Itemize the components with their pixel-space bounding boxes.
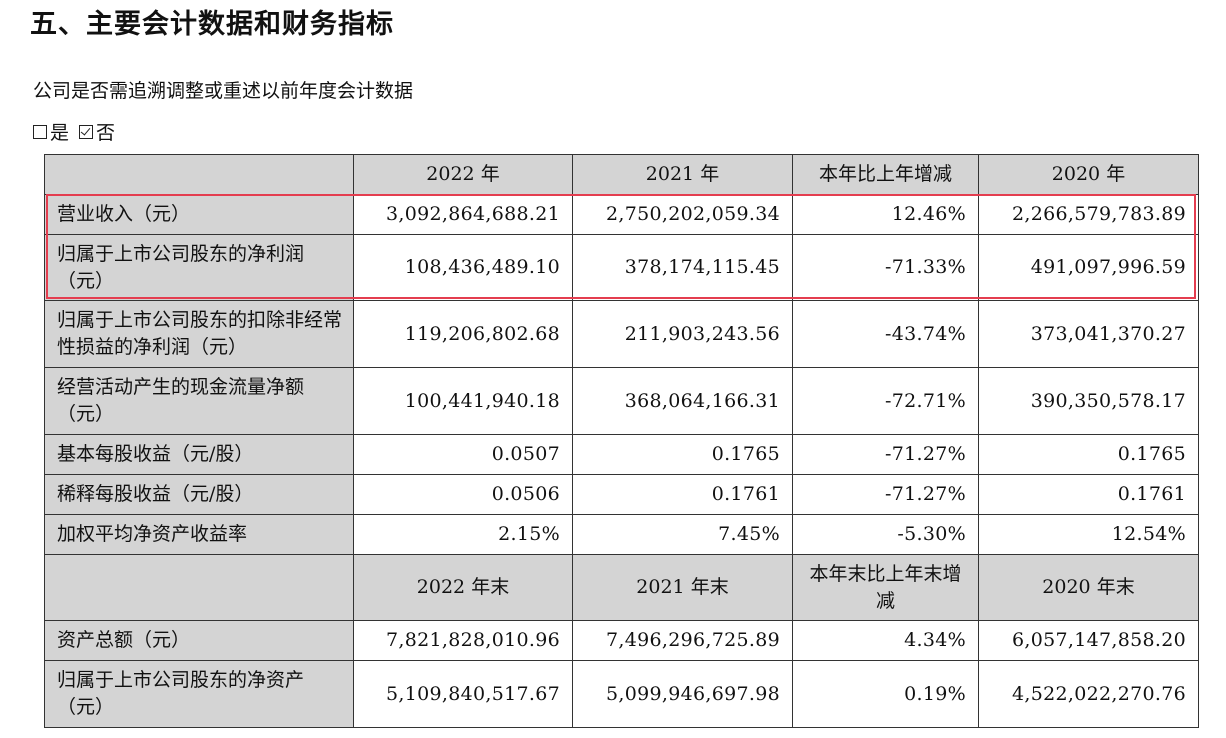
table-header-row: 2022 年 2021 年 本年比上年增减 2020 年 xyxy=(44,154,1199,195)
value-cell: 0.1761 xyxy=(572,474,793,515)
row-label: 营业收入（元） xyxy=(44,194,354,235)
table-row: 营业收入（元） 3,092,864,688.21 2,750,202,059.3… xyxy=(44,194,1199,235)
value-cell: 378,174,115.45 xyxy=(572,234,793,301)
value-cell: 2,266,579,783.89 xyxy=(978,194,1199,235)
value-cell: 4,522,022,270.76 xyxy=(978,660,1199,728)
header-cell xyxy=(44,554,354,621)
value-cell: 390,350,578.17 xyxy=(978,367,1199,435)
value-cell: 100,441,940.18 xyxy=(353,367,573,435)
value-cell: 12.54% xyxy=(978,514,1199,555)
option-no-label: 否 xyxy=(96,122,116,144)
option-yes-label: 是 xyxy=(50,122,70,144)
checkbox-yes-icon[interactable] xyxy=(33,124,47,139)
value-cell: 491,097,996.59 xyxy=(978,234,1199,301)
header-cell: 本年比上年增减 xyxy=(792,154,979,195)
value-cell: 7.45% xyxy=(572,514,793,555)
value-cell: 0.1765 xyxy=(978,434,1199,475)
value-cell: 0.0507 xyxy=(353,434,573,475)
table-row: 归属于上市公司股东的净利润（元） 108,436,489.10 378,174,… xyxy=(44,234,1199,301)
value-cell: 4.34% xyxy=(792,620,979,661)
restatement-question: 公司是否需追溯调整或重述以前年度会计数据 xyxy=(33,80,414,102)
row-label: 经营活动产生的现金流量净额（元） xyxy=(44,367,354,435)
value-cell: -71.33% xyxy=(792,234,979,301)
value-cell: 0.1761 xyxy=(978,474,1199,515)
row-label: 归属于上市公司股东的净利润（元） xyxy=(44,234,354,301)
header-cell: 2022 年 xyxy=(353,154,573,195)
value-cell: 119,206,802.68 xyxy=(353,300,573,368)
row-label: 归属于上市公司股东的扣除非经常性损益的净利润（元） xyxy=(44,300,354,368)
header-cell: 2020 年末 xyxy=(978,554,1199,621)
restatement-options: 是 否 xyxy=(33,118,125,145)
value-cell: -72.71% xyxy=(792,367,979,435)
value-cell: 7,821,828,010.96 xyxy=(353,620,573,661)
header-cell: 2022 年末 xyxy=(353,554,573,621)
table-row: 归属于上市公司股东的扣除非经常性损益的净利润（元） 119,206,802.68… xyxy=(44,300,1199,368)
checkbox-no-checked-icon[interactable] xyxy=(79,124,94,139)
value-cell: 2,750,202,059.34 xyxy=(572,194,793,235)
table-row: 基本每股收益（元/股） 0.0507 0.1765 -71.27% 0.1765 xyxy=(44,434,1199,475)
row-label: 基本每股收益（元/股） xyxy=(44,434,354,475)
value-cell: 5,109,840,517.67 xyxy=(353,660,573,728)
value-cell: 3,092,864,688.21 xyxy=(353,194,573,235)
row-label: 加权平均净资产收益率 xyxy=(44,514,354,555)
value-cell: 12.46% xyxy=(792,194,979,235)
value-cell: 0.19% xyxy=(792,660,979,728)
value-cell: 211,903,243.56 xyxy=(572,300,793,368)
table-row: 归属于上市公司股东的净资产（元） 5,109,840,517.67 5,099,… xyxy=(44,660,1199,728)
value-cell: 0.1765 xyxy=(572,434,793,475)
header-cell: 2021 年末 xyxy=(572,554,793,621)
row-label: 归属于上市公司股东的净资产（元） xyxy=(44,660,354,728)
value-cell: 108,436,489.10 xyxy=(353,234,573,301)
value-cell: 7,496,296,725.89 xyxy=(572,620,793,661)
row-label: 资产总额（元） xyxy=(44,620,354,661)
table-row: 经营活动产生的现金流量净额（元） 100,441,940.18 368,064,… xyxy=(44,367,1199,435)
value-cell: 373,041,370.27 xyxy=(978,300,1199,368)
value-cell: -5.30% xyxy=(792,514,979,555)
financial-indicators-table: 2022 年 2021 年 本年比上年增减 2020 年 营业收入（元） 3,0… xyxy=(44,154,1199,728)
section-title: 五、主要会计数据和财务指标 xyxy=(30,9,394,40)
option-no[interactable]: 否 xyxy=(79,118,115,145)
table-row: 资产总额（元） 7,821,828,010.96 7,496,296,725.8… xyxy=(44,620,1199,661)
row-label: 稀释每股收益（元/股） xyxy=(44,474,354,515)
table-row: 稀释每股收益（元/股） 0.0506 0.1761 -71.27% 0.1761 xyxy=(44,474,1199,515)
header-cell: 2021 年 xyxy=(572,154,793,195)
header-cell: 本年末比上年末增减 xyxy=(792,554,979,621)
header-cell xyxy=(44,154,354,195)
value-cell: -71.27% xyxy=(792,434,979,475)
option-yes[interactable]: 是 xyxy=(33,118,69,145)
value-cell: 368,064,166.31 xyxy=(572,367,793,435)
value-cell: 2.15% xyxy=(353,514,573,555)
table-row: 加权平均净资产收益率 2.15% 7.45% -5.30% 12.54% xyxy=(44,514,1199,555)
table-header-row: 2022 年末 2021 年末 本年末比上年末增减 2020 年末 xyxy=(44,554,1199,621)
value-cell: -43.74% xyxy=(792,300,979,368)
value-cell: -71.27% xyxy=(792,474,979,515)
header-cell: 2020 年 xyxy=(978,154,1199,195)
value-cell: 5,099,946,697.98 xyxy=(572,660,793,728)
value-cell: 0.0506 xyxy=(353,474,573,515)
value-cell: 6,057,147,858.20 xyxy=(978,620,1199,661)
